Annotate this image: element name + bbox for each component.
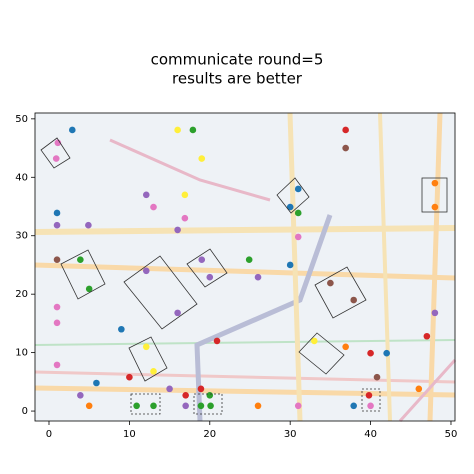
point	[213, 337, 221, 345]
point	[342, 144, 349, 152]
point	[415, 385, 423, 393]
point	[350, 402, 357, 410]
map-background	[34, 112, 457, 423]
point	[423, 332, 431, 340]
point	[294, 233, 302, 241]
point	[286, 261, 294, 269]
point	[53, 303, 61, 311]
point	[77, 256, 84, 263]
axes-frame	[34, 112, 456, 422]
point	[327, 279, 334, 287]
point	[69, 126, 76, 134]
x-tick-label: 30	[284, 429, 297, 440]
point	[197, 402, 205, 410]
point	[383, 349, 390, 357]
point	[254, 273, 262, 281]
point	[197, 385, 205, 393]
point	[85, 285, 93, 293]
point	[85, 402, 93, 410]
point	[150, 203, 157, 211]
point	[342, 126, 349, 134]
point	[53, 209, 61, 217]
point	[126, 373, 133, 381]
point	[431, 309, 439, 317]
point	[142, 191, 150, 199]
y-tick-label: 10	[15, 348, 28, 359]
x-tick-label: 50	[445, 429, 458, 440]
point	[52, 155, 60, 162]
point	[189, 126, 197, 134]
point	[118, 325, 125, 333]
x-tick-label: 20	[203, 429, 216, 440]
point	[350, 296, 357, 304]
point	[85, 221, 92, 229]
point	[206, 391, 214, 399]
point	[206, 273, 214, 281]
point	[245, 256, 253, 263]
point	[294, 402, 302, 410]
point	[77, 391, 84, 399]
chart-subtitle: results are better	[172, 70, 303, 88]
chart-title: communicate round=5	[151, 51, 324, 69]
point	[367, 402, 374, 410]
x-tick-label: 0	[46, 429, 52, 440]
point	[286, 203, 294, 211]
point	[207, 402, 214, 410]
point	[53, 221, 61, 229]
y-tick-label: 20	[15, 289, 28, 300]
point	[182, 402, 189, 410]
point	[150, 368, 157, 375]
x-tick-label: 40	[364, 429, 377, 440]
point	[182, 391, 189, 399]
point	[53, 319, 61, 327]
point	[53, 361, 61, 369]
point	[150, 402, 157, 410]
point	[142, 267, 150, 275]
point	[431, 179, 439, 187]
point	[294, 185, 302, 193]
point	[431, 203, 439, 211]
point	[133, 402, 140, 410]
point	[181, 214, 189, 222]
point	[198, 155, 206, 162]
plot-area	[52, 126, 439, 410]
point	[367, 349, 374, 357]
point	[93, 379, 100, 387]
point	[365, 391, 373, 399]
point	[311, 337, 318, 345]
y-tick-label: 40	[15, 172, 28, 183]
point	[53, 256, 61, 263]
point	[198, 256, 206, 263]
point	[181, 191, 189, 199]
point	[166, 385, 173, 393]
point	[142, 343, 150, 351]
cluster-boxes	[40, 137, 448, 415]
point	[174, 126, 181, 134]
point	[294, 209, 302, 217]
point	[174, 309, 181, 317]
y-tick-label: 50	[15, 114, 28, 125]
point	[174, 226, 181, 234]
y-tick-label: 30	[15, 231, 28, 242]
y-tick-label: 0	[22, 406, 28, 417]
x-tick-label: 10	[123, 429, 136, 440]
point	[342, 343, 349, 351]
point	[373, 373, 381, 381]
point	[254, 402, 262, 410]
